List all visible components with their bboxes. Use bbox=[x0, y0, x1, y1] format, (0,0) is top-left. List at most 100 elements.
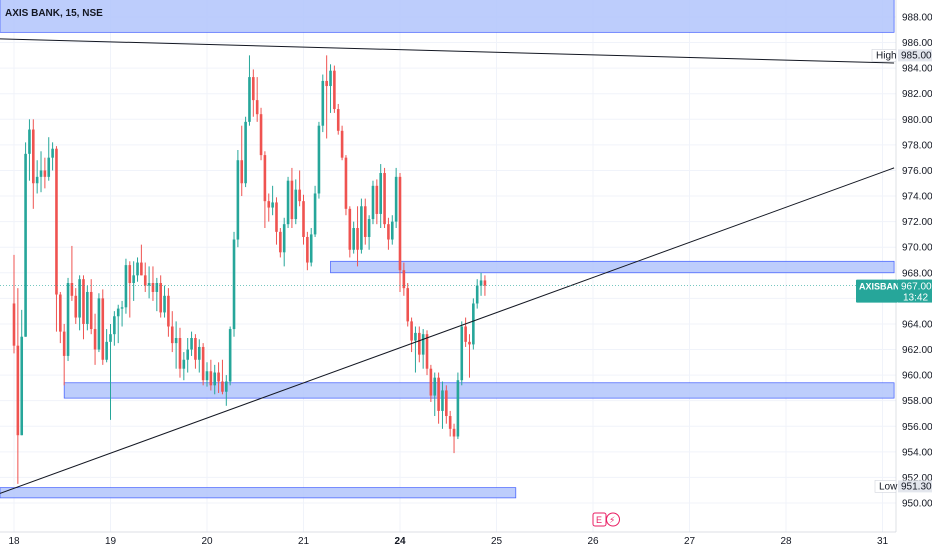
candle-body bbox=[325, 80, 328, 87]
candle-body bbox=[47, 157, 51, 177]
candle-body bbox=[367, 219, 371, 237]
last-price-box bbox=[898, 279, 932, 303]
candle-body bbox=[170, 326, 174, 344]
candle-body bbox=[306, 236, 309, 263]
candle-body bbox=[263, 155, 267, 202]
candle-body bbox=[113, 316, 116, 335]
candle-body bbox=[124, 265, 128, 308]
candle-body bbox=[429, 368, 433, 396]
candle-body bbox=[62, 331, 66, 356]
price-tick-label: 958.00 bbox=[902, 396, 932, 407]
price-tick-label: 968.00 bbox=[902, 268, 932, 279]
candle-body bbox=[421, 334, 425, 355]
candle-body bbox=[383, 173, 386, 225]
candle-body bbox=[120, 307, 124, 309]
candle-body bbox=[252, 77, 255, 101]
candle-body bbox=[201, 346, 205, 381]
time-tick-label: 24 bbox=[394, 536, 406, 547]
candle-body bbox=[286, 180, 290, 225]
candle-body bbox=[217, 372, 220, 382]
candle-body bbox=[74, 295, 78, 318]
candle-body bbox=[89, 291, 93, 330]
candle-body bbox=[298, 189, 301, 202]
price-tick-label: 986.00 bbox=[902, 38, 932, 49]
dividend-event-icon[interactable]: ⚡ bbox=[606, 512, 620, 527]
candles bbox=[12, 55, 487, 484]
time-tick-label: 19 bbox=[105, 536, 117, 547]
candle-body bbox=[12, 303, 16, 346]
price-zone bbox=[330, 260, 895, 274]
candle-body bbox=[209, 371, 213, 386]
candle-body bbox=[441, 390, 444, 411]
price-tick-label: 952.00 bbox=[902, 473, 932, 484]
candle-body bbox=[379, 173, 382, 214]
candle-body bbox=[317, 125, 321, 194]
candle-body bbox=[464, 326, 467, 342]
candle-body bbox=[344, 157, 348, 209]
candle-body bbox=[178, 338, 182, 369]
candle-body bbox=[16, 345, 20, 436]
candle-body bbox=[128, 265, 132, 284]
candle-body bbox=[329, 70, 332, 87]
candle-body bbox=[93, 329, 97, 350]
low-value-box bbox=[898, 480, 932, 493]
candle-body bbox=[483, 280, 487, 286]
price-tick-label: 976.00 bbox=[902, 166, 932, 177]
candle-body bbox=[418, 332, 421, 355]
candle-body bbox=[20, 336, 24, 436]
candle-body bbox=[174, 338, 178, 344]
candle-body bbox=[39, 170, 43, 177]
high-marker: High 985.00 bbox=[871, 49, 932, 62]
candle-body bbox=[97, 298, 101, 350]
price-tick-label: 960.00 bbox=[902, 371, 932, 382]
chart-title: AXIS BANK, 15, NSE bbox=[5, 8, 103, 19]
candle-body bbox=[43, 170, 47, 177]
countdown-timer: 13:42 bbox=[903, 293, 928, 304]
last-price-value: 967.00 bbox=[901, 282, 932, 293]
price-tick-label: 972.00 bbox=[902, 217, 932, 228]
candle-body bbox=[182, 359, 186, 369]
candle-body bbox=[468, 341, 471, 345]
candle-body bbox=[55, 148, 58, 295]
candle-body bbox=[456, 380, 460, 437]
candle-body bbox=[151, 283, 155, 292]
candle-body bbox=[116, 308, 120, 317]
candle-body bbox=[414, 332, 417, 341]
earnings-event-label: E bbox=[596, 515, 602, 525]
candle-body bbox=[213, 372, 217, 386]
candle-body bbox=[59, 294, 62, 332]
candle-body bbox=[240, 160, 244, 184]
candle-body bbox=[232, 239, 236, 330]
trendline bbox=[0, 167, 895, 494]
candle-body bbox=[410, 321, 413, 341]
price-tick-label: 962.00 bbox=[902, 345, 932, 356]
candle-body bbox=[348, 208, 352, 250]
trendlines bbox=[0, 38, 895, 494]
candle-body bbox=[333, 70, 336, 110]
candle-body bbox=[28, 129, 31, 154]
event-badges[interactable]: E ⚡ bbox=[592, 512, 620, 527]
price-zone bbox=[0, 487, 517, 499]
candle-body bbox=[225, 381, 228, 392]
dividend-event-label: ⚡ bbox=[609, 516, 615, 526]
high-label-box bbox=[871, 49, 897, 62]
trendline bbox=[0, 38, 895, 64]
candle-body bbox=[194, 338, 197, 360]
candle-body bbox=[472, 303, 475, 345]
candle-body bbox=[406, 288, 410, 322]
candle-body bbox=[167, 295, 170, 327]
candle-body bbox=[336, 109, 340, 131]
high-value: 985.00 bbox=[901, 50, 932, 61]
candle-body bbox=[321, 80, 325, 126]
earnings-event-icon[interactable]: E bbox=[592, 512, 607, 527]
price-tick-label: 956.00 bbox=[902, 422, 932, 433]
low-label: Low bbox=[879, 481, 898, 492]
candle-body bbox=[445, 390, 448, 417]
candle-body bbox=[159, 283, 162, 313]
candle-body bbox=[32, 129, 35, 184]
candle-body bbox=[132, 275, 135, 284]
candle-body bbox=[294, 189, 298, 220]
candle-body bbox=[163, 295, 166, 313]
candle-body bbox=[475, 285, 479, 304]
